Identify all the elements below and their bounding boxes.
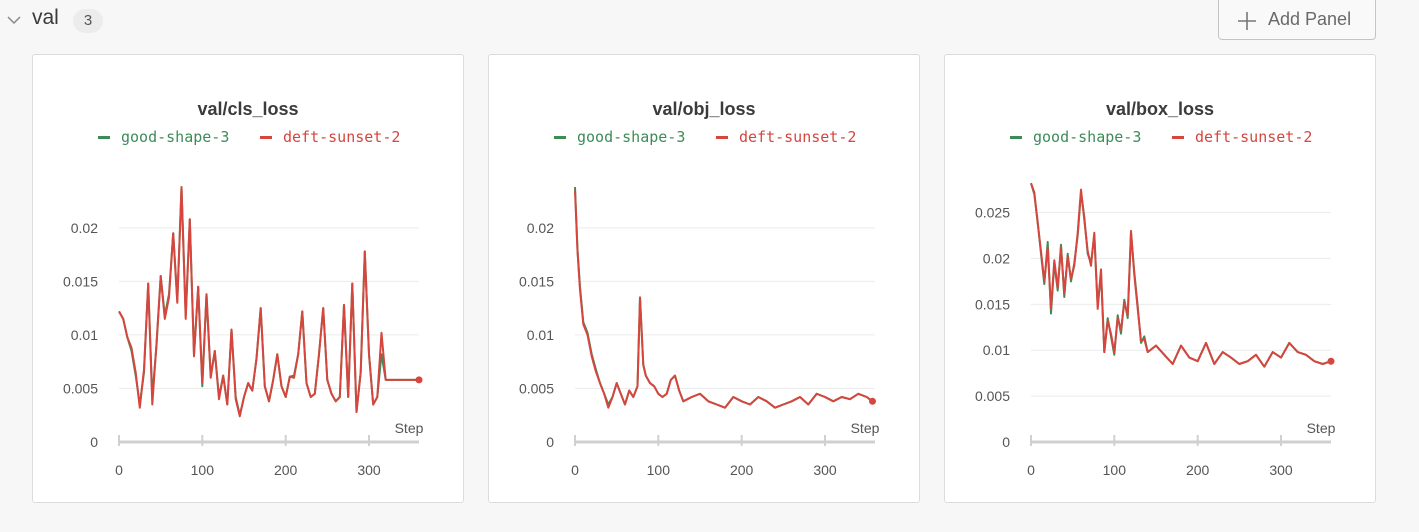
add-panel-button[interactable]: Add Panel [1218,0,1376,40]
y-tick-label: 0.01 [527,327,554,343]
series-end-point [869,397,876,405]
x-tick-label: 200 [274,462,298,478]
x-tick-label: 0 [115,462,123,478]
panel-count-badge: 3 [73,9,103,33]
section-title: val [32,6,59,29]
x-tick-label: 100 [1103,462,1127,478]
y-tick-label: 0.01 [983,342,1010,358]
legend-label: good-shape-3 [1033,128,1142,146]
x-tick-label: 200 [730,462,754,478]
legend-label: good-shape-3 [121,128,230,146]
x-tick-label: 200 [1186,462,1210,478]
line-chart[interactable]: 0 0.005 0.01 0.015 0.02 0.025 0 100 200 300 Step [945,55,1375,502]
legend-swatch [98,136,110,139]
y-tick-label: 0.025 [975,205,1010,221]
plus-icon [1238,12,1256,30]
series-line-good-shape-3 [1030,182,1332,368]
x-tick-label: 0 [571,462,579,478]
y-tick-label: 0.005 [63,380,98,396]
y-tick-label: 0.005 [975,388,1010,404]
x-axis-label: Step [395,420,424,436]
y-tick-label: 0.015 [63,273,98,289]
legend-swatch [716,136,728,139]
series-line-deft-sunset-2 [1030,182,1332,368]
chart-panel-cls-loss[interactable]: val/cls_loss good-shape-3 deft-sunset-2 … [32,54,464,503]
legend-swatch [1010,136,1022,139]
x-tick-label: 300 [1269,462,1293,478]
series-line-deft-sunset-2 [574,190,874,409]
y-tick-label: 0 [1002,434,1010,450]
series-end-point [415,376,423,384]
y-tick-label: 0.015 [975,296,1010,312]
line-chart[interactable]: 0 0.005 0.01 0.015 0.02 0 100 200 300 Step [489,55,919,502]
line-chart[interactable]: 0 0.005 0.01 0.015 0.02 0 100 200 300 Step [33,55,463,502]
x-tick-label: 300 [813,462,837,478]
legend-swatch [1172,136,1184,139]
x-axis-label: Step [851,420,880,436]
chart-title: val/box_loss [1105,99,1215,119]
y-tick-label: 0.02 [527,220,554,236]
y-tick-label: 0.005 [519,380,554,396]
legend-swatch [260,136,272,139]
chart-title: val/cls_loss [197,99,299,119]
x-tick-label: 100 [191,462,215,478]
x-tick-label: 0 [1027,462,1035,478]
legend-swatch [554,136,566,139]
y-tick-label: 0.02 [71,220,98,236]
chart-panel-box-loss[interactable]: val/box_loss good-shape-3 deft-sunset-2 … [944,54,1376,503]
y-tick-label: 0.02 [983,250,1010,266]
y-tick-label: 0 [546,434,554,450]
add-panel-label: Add Panel [1268,9,1352,29]
x-tick-label: 100 [647,462,671,478]
section-header: val 3 Add Panel [0,0,1419,40]
chart-panel-obj-loss[interactable]: val/obj_loss good-shape-3 deft-sunset-2 … [488,54,920,503]
legend-label: good-shape-3 [577,128,686,146]
y-tick-label: 0.01 [71,327,98,343]
series-line-good-shape-3 [574,187,874,409]
x-tick-label: 300 [357,462,381,478]
legend-label: deft-sunset-2 [739,128,857,146]
chart-title: val/obj_loss [652,99,756,119]
series-line-deft-sunset-2 [118,186,419,418]
series-end-point [1327,357,1335,365]
y-tick-label: 0 [90,434,98,450]
legend-label: deft-sunset-2 [283,128,401,146]
legend-label: deft-sunset-2 [1195,128,1313,146]
x-axis-label: Step [1307,420,1336,436]
chevron-down-icon[interactable] [6,12,22,28]
y-tick-label: 0.015 [519,273,554,289]
